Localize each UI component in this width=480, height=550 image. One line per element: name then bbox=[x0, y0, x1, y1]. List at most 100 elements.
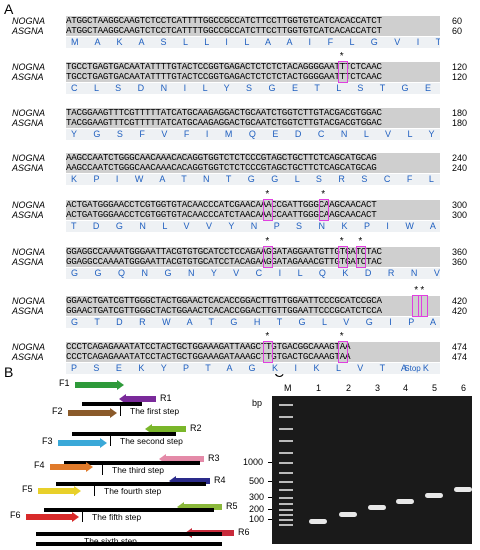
wt-sequence: ATGGCTAAGGCAAGTCTCCTCATTTTGGCCGCCATCTTCC… bbox=[66, 16, 440, 26]
forward-primer-arrow bbox=[68, 408, 117, 418]
amino-acid-row: G T D R W A T G H T G L V G I P A S P bbox=[66, 317, 440, 328]
reverse-primer-arrow bbox=[145, 424, 186, 434]
seq-name-mut: ASGNA bbox=[12, 257, 44, 267]
position-number: 120 bbox=[452, 62, 468, 72]
step-connector bbox=[120, 406, 121, 416]
lane-label: 1 bbox=[316, 383, 322, 393]
mutation-box bbox=[418, 295, 429, 317]
step-label: The fourth step bbox=[104, 486, 162, 496]
dna-band bbox=[368, 505, 386, 510]
position-number: 180 bbox=[452, 118, 468, 128]
primer-label: R3 bbox=[208, 453, 220, 463]
seq-name-mut: ASGNA bbox=[12, 163, 44, 173]
amino-acid-row: G G Q N G N Y V C I L Q K D R N V V I Y bbox=[66, 268, 440, 279]
position-number: 360 bbox=[452, 247, 468, 257]
seq-name-wt: NOGNA bbox=[12, 342, 46, 352]
amino-acid-row: M A K A S L L I L A A I F L G V I T P S bbox=[66, 37, 440, 48]
mutation-box bbox=[263, 246, 274, 268]
mutation-asterisk: * bbox=[414, 285, 419, 296]
lane-label: 5 bbox=[432, 383, 438, 393]
primer-label: F5 bbox=[22, 484, 33, 494]
pcr-product-bar bbox=[82, 402, 142, 406]
seq-name-mut: ASGNA bbox=[12, 118, 44, 128]
mutation-asterisk: * bbox=[339, 331, 344, 342]
ladder-size-label: 300 bbox=[249, 492, 265, 502]
ladder-tick bbox=[268, 481, 272, 482]
seq-name-mut: ASGNA bbox=[12, 210, 44, 220]
mutation-box bbox=[356, 246, 367, 268]
ladder-band bbox=[279, 416, 293, 418]
mutation-asterisk: * bbox=[321, 189, 326, 200]
ladder-band bbox=[279, 509, 293, 511]
primer-label: R6 bbox=[238, 527, 250, 537]
seq-name-wt: NOGNA bbox=[12, 153, 46, 163]
seq-name-mut: ASGNA bbox=[12, 26, 44, 36]
ladder-tick bbox=[268, 462, 272, 463]
ladder-size-label: 100 bbox=[249, 514, 265, 524]
lane-label: 6 bbox=[461, 383, 467, 393]
seq-name-wt: NOGNA bbox=[12, 296, 46, 306]
position-number: 60 bbox=[452, 26, 463, 36]
ladder-size-label: 1000 bbox=[243, 457, 264, 467]
mut-sequence: GGAACTGATCGTTGGGCTACTGGAACTCACACCGGACTTG… bbox=[66, 306, 440, 316]
pcr-product-bar bbox=[36, 532, 222, 536]
mut-sequence: ATGGCTAAGGCAAGTCTCCTCATTTTGGCCGCCATCTTCC… bbox=[66, 26, 440, 36]
step-label: The first step bbox=[130, 406, 180, 416]
mutation-asterisk: * bbox=[265, 189, 270, 200]
dna-band bbox=[454, 487, 472, 492]
ladder-band bbox=[279, 481, 293, 483]
mut-sequence: TGCCTGAGTGACAATATTTTGTACTCCGGTGAGACTCTCT… bbox=[66, 72, 440, 82]
seq-name-wt: NOGNA bbox=[12, 200, 46, 210]
pcr-product-bar bbox=[56, 482, 206, 486]
mutation-asterisk: * bbox=[265, 331, 270, 342]
primer-label: F6 bbox=[10, 510, 21, 520]
stop-codon-label: Stop bbox=[404, 364, 421, 373]
pcr-product-bar bbox=[72, 432, 176, 436]
amino-acid-row: C L S D N I L Y S G E T L S T G E F L N bbox=[66, 83, 440, 94]
ladder-tick bbox=[268, 509, 272, 510]
mutation-box bbox=[337, 341, 348, 363]
amino-acid-row: T D G N L V V Y N P S N K P I W A S N T bbox=[66, 221, 440, 232]
ladder-band bbox=[279, 497, 293, 499]
mut-sequence: AAGCCAATCTGGGCAACAAACACAGGTGGTCTCTCCCGTA… bbox=[66, 163, 440, 173]
lane-label: 2 bbox=[346, 383, 352, 393]
primer-label: F2 bbox=[52, 406, 63, 416]
ladder-band bbox=[279, 519, 293, 521]
lane-label: 3 bbox=[375, 383, 381, 393]
lane-label: 4 bbox=[403, 383, 409, 393]
ladder-band bbox=[279, 514, 293, 516]
mutation-asterisk: * bbox=[420, 285, 425, 296]
position-number: 474 bbox=[452, 352, 468, 362]
position-number: 240 bbox=[452, 163, 468, 173]
position-number: 474 bbox=[452, 342, 468, 352]
wt-sequence: GGAGGCCAAAATGGGAATTACGTGTGCATCCTCCAGAAGG… bbox=[66, 247, 440, 257]
step-connector bbox=[110, 436, 111, 446]
forward-primer-arrow bbox=[26, 512, 79, 522]
forward-primer-arrow bbox=[58, 438, 107, 448]
mut-sequence: GGAGGCCAAAATGGGAATTACGTGTGCATCCTACAGAAGG… bbox=[66, 257, 440, 267]
step-label: The sixth step bbox=[84, 536, 137, 546]
position-number: 120 bbox=[452, 72, 468, 82]
step-connector bbox=[94, 486, 95, 496]
position-number: 420 bbox=[452, 306, 468, 316]
pcr-product-bar bbox=[64, 461, 200, 465]
panel-label-a: A bbox=[4, 1, 14, 17]
forward-primer-arrow bbox=[38, 486, 81, 496]
mutation-box bbox=[337, 246, 348, 268]
step-label: The fifth step bbox=[92, 512, 142, 522]
wt-sequence: GGAACTGATCGTTGGGCTACTGGAACTCACACCGGACTTG… bbox=[66, 296, 440, 306]
position-number: 420 bbox=[452, 296, 468, 306]
wt-sequence: TGCCTGAGTGACAATATTTTGTACTCCGGTGAGACTCTCT… bbox=[66, 62, 440, 72]
forward-primer-arrow bbox=[75, 380, 124, 390]
step-label: The third step bbox=[112, 465, 164, 475]
ladder-band bbox=[279, 472, 293, 474]
dna-band bbox=[425, 493, 443, 498]
position-number: 240 bbox=[452, 153, 468, 163]
primer-label: F3 bbox=[42, 436, 53, 446]
ladder-band bbox=[279, 428, 293, 430]
dna-band bbox=[309, 519, 327, 524]
ladder-size-label: 200 bbox=[249, 504, 265, 514]
mutation-asterisk: * bbox=[339, 236, 344, 247]
ladder-band bbox=[279, 489, 293, 491]
position-number: 300 bbox=[452, 210, 468, 220]
